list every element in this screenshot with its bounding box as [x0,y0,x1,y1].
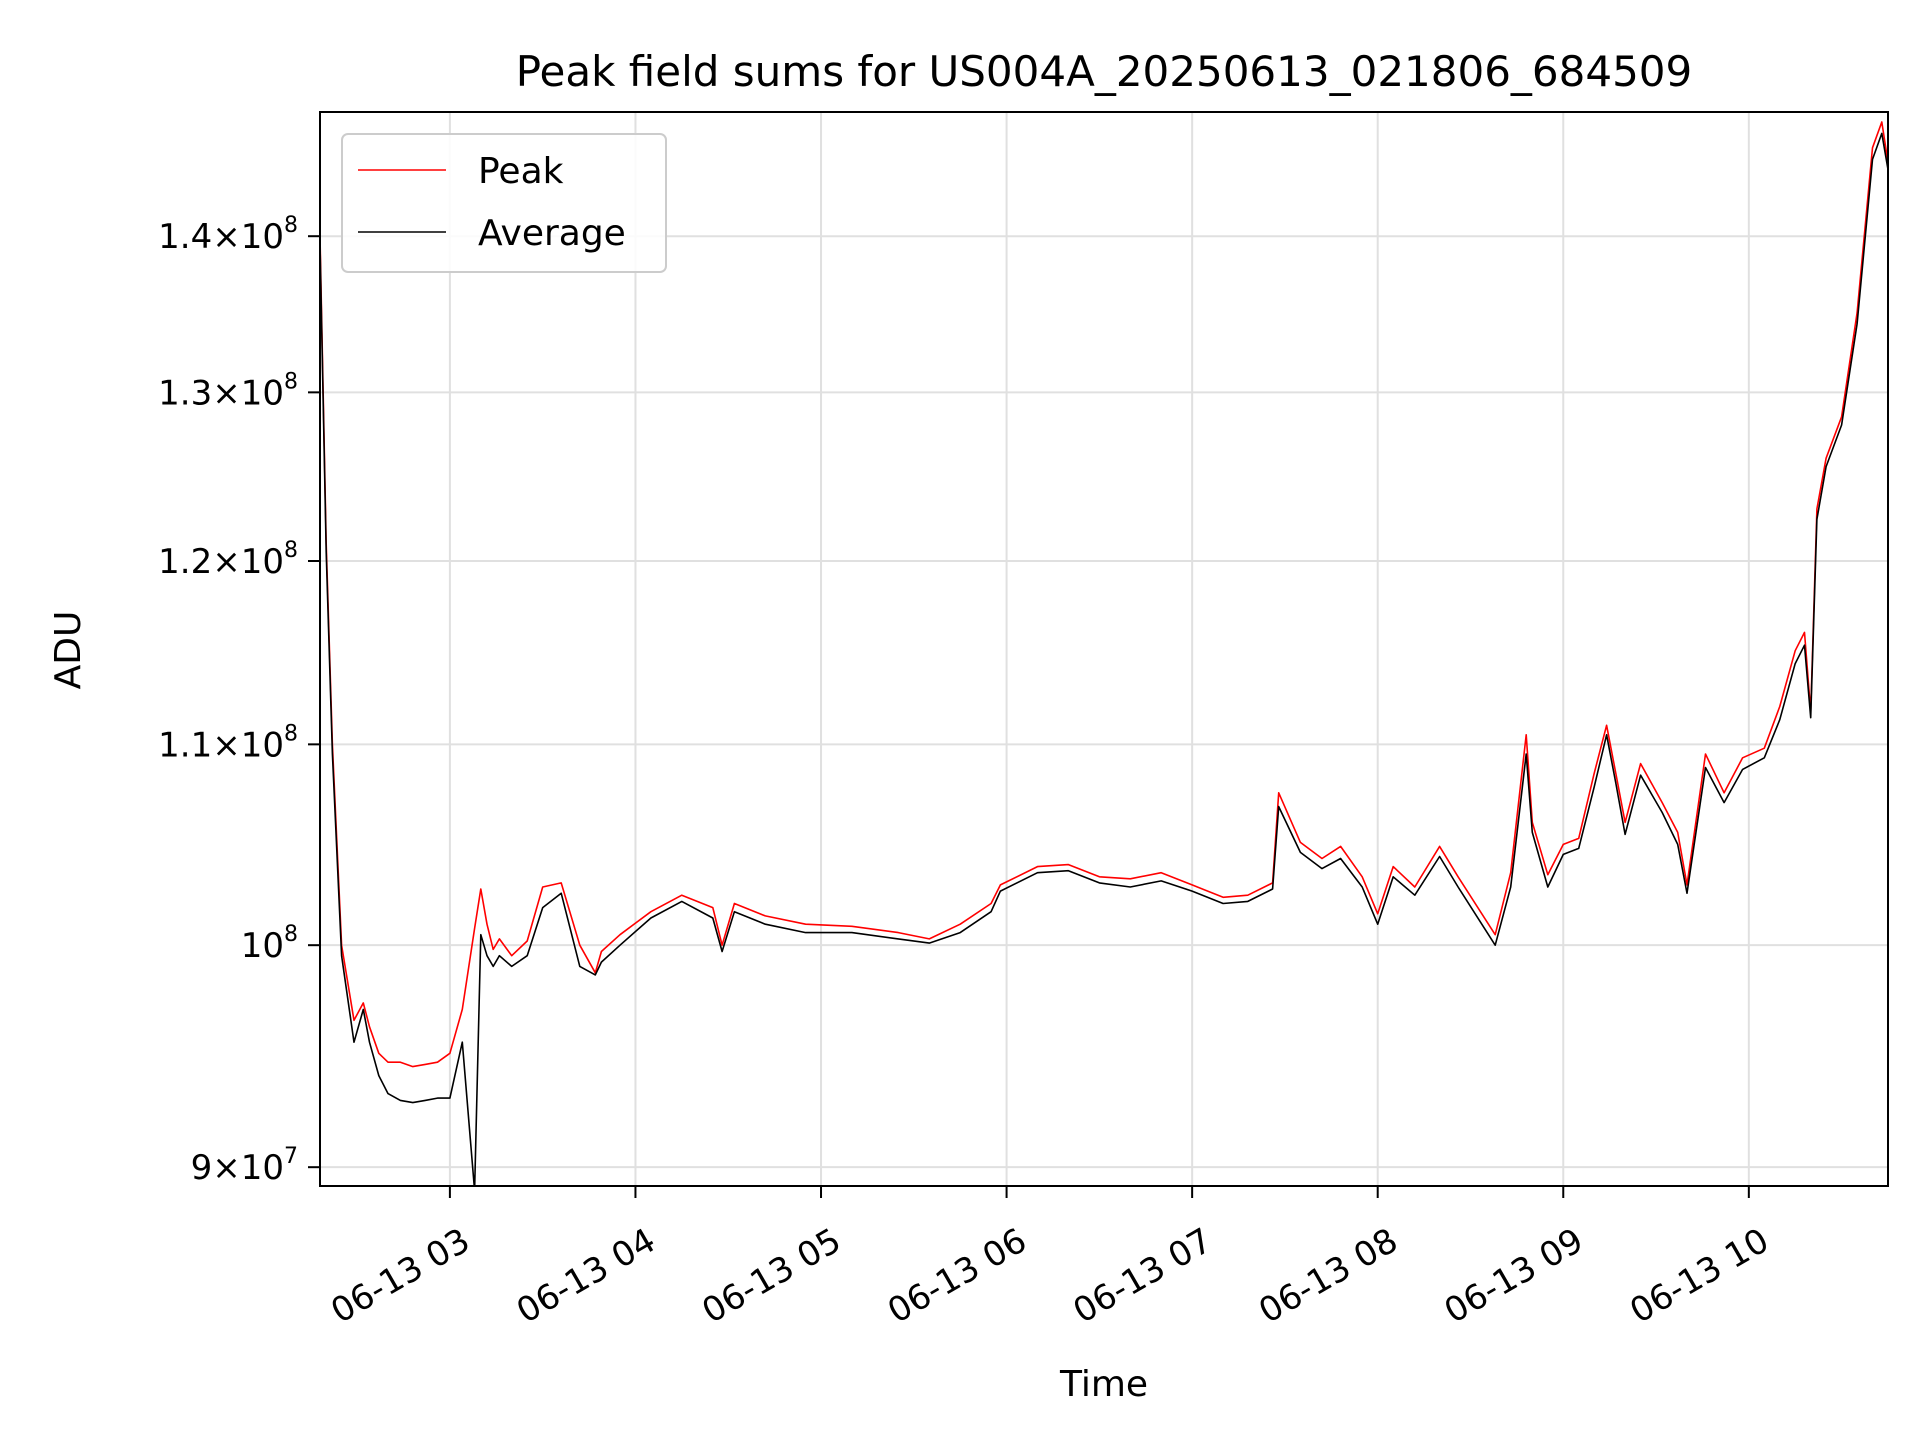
y-tick-mantissa: 9 [191,1148,213,1188]
y-tick-times: ×10 [212,542,284,582]
y-tick-mantissa: 1.1 [158,725,212,765]
y-tick-times: ×10 [212,373,284,413]
series-line-average [320,132,1888,1186]
plot-frame [319,111,1889,1187]
series-line-peak [320,121,1888,1068]
y-tick-label: 1.4×108 [158,213,298,257]
y-tick-label: 108 [241,922,298,966]
y-tick-times: ×10 [212,725,284,765]
y-axis-title: ADU [48,611,89,690]
legend-label-peak: Peak [478,151,564,192]
y-tick-exponent: 8 [284,922,298,947]
grid [320,112,1888,1186]
y-tick-label: 1.1×108 [158,721,298,765]
legend-label-average: Average [478,213,626,254]
y-tick-times: ×10 [212,217,284,257]
y-tick-label: 1.3×108 [158,369,298,413]
x-axis-title: Time [1059,1364,1148,1405]
y-tick-exponent: 7 [284,1144,298,1169]
y-tick-mantissa: 1.3 [158,373,212,413]
y-tick-base: 10 [241,926,284,966]
legend: Peak Average [341,133,667,273]
y-tick-exponent: 8 [284,538,298,563]
chart-title: Peak field sums for US004A_20250613_0218… [516,47,1693,96]
y-tick-exponent: 8 [284,721,298,746]
y-tick-exponent: 8 [284,213,298,238]
y-tick-mantissa: 1.2 [158,542,212,582]
y-tick-times: ×10 [212,1148,284,1188]
y-tick-mantissa: 1.4 [158,217,212,257]
y-tick-exponent: 8 [284,369,298,394]
series-layer [320,121,1888,1186]
y-tick-label: 1.2×108 [158,538,298,582]
legend-box [341,133,667,273]
y-tick-label: 9×107 [191,1144,298,1188]
